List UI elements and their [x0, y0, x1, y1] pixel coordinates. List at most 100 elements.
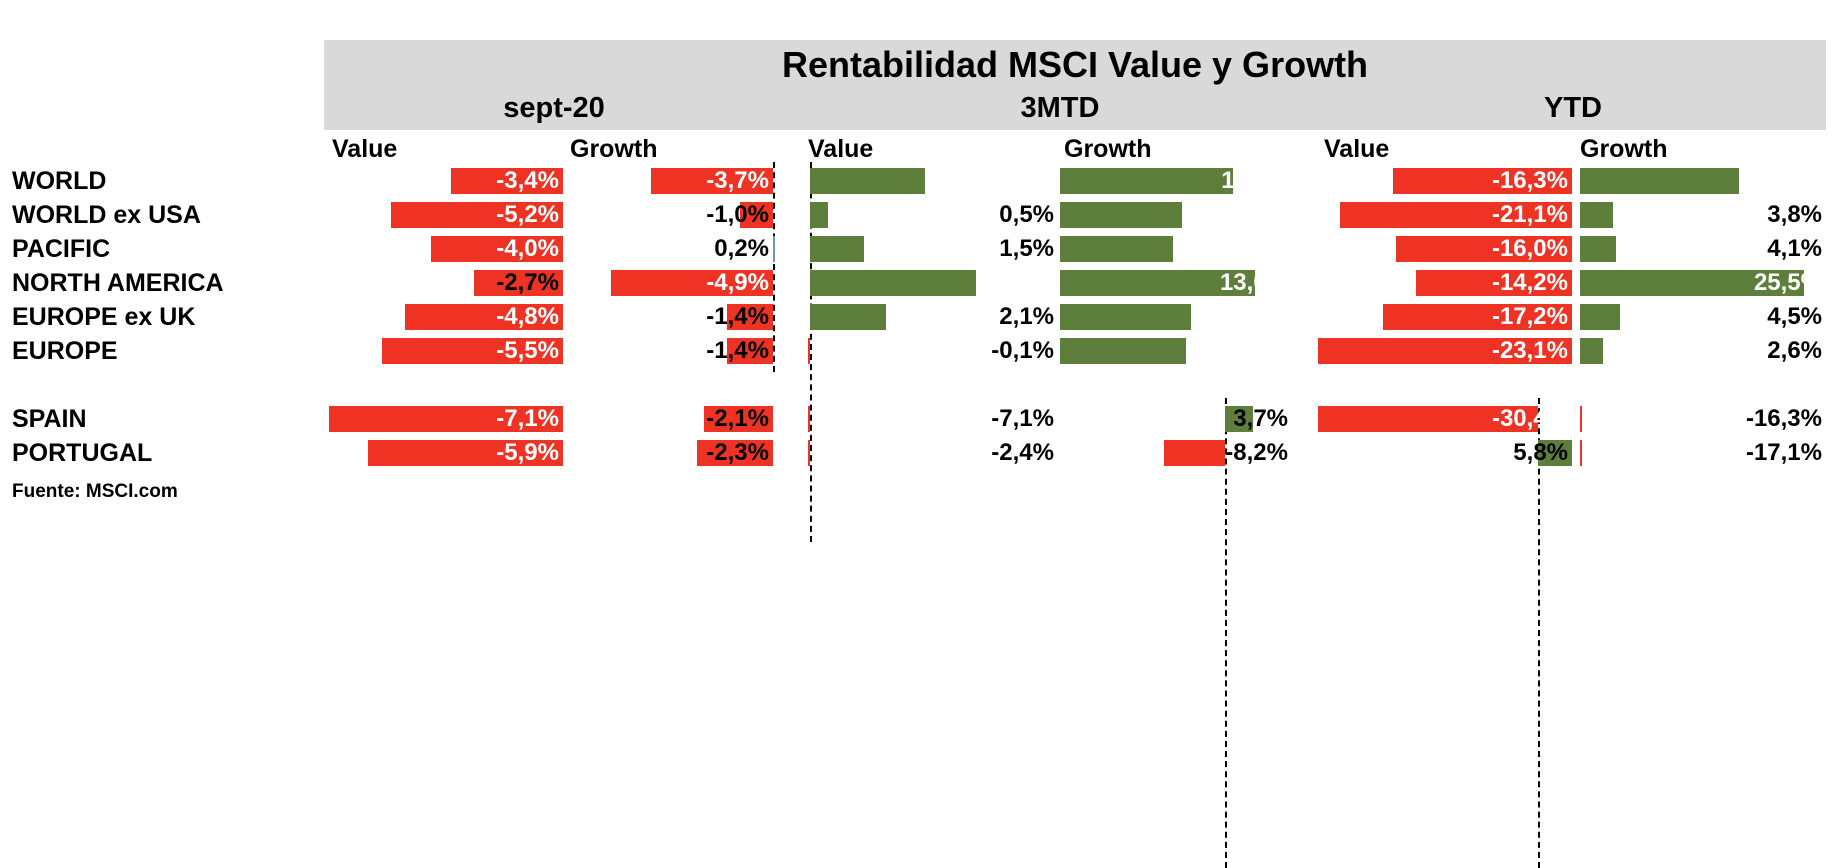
bar-north-america-2	[810, 270, 976, 296]
bar-north-america-0	[473, 270, 563, 296]
value-label-spain-0: -7,1%	[496, 405, 559, 432]
value-label-world-1: -3,7%	[706, 167, 769, 194]
row-label-europe: EUROPE	[12, 337, 118, 365]
value-label-spain-5: -16,3%	[1745, 405, 1822, 432]
value-label-europe-ex-uk-4: -17,2%	[1491, 303, 1568, 330]
bar-portugal-3	[1163, 440, 1225, 466]
value-label-world-ex-usa-1: -1,0%	[706, 201, 769, 228]
value-label-europe-2: -0,1%	[991, 337, 1054, 364]
value-label-world-0: -3,4%	[496, 167, 559, 194]
value-label-spain-2: -7,1%	[991, 405, 1054, 432]
bar-north-america-5	[1580, 270, 1805, 296]
period-header-3mtd: 3MTD	[1020, 92, 1100, 124]
value-label-pacific-1: 0,2%	[714, 235, 769, 262]
col-header-ytd-value: Value	[1324, 135, 1390, 163]
value-label-europe-5: 2,6%	[1767, 337, 1822, 364]
value-label-world-ex-usa-3: 8,1%	[1233, 201, 1288, 228]
bar-europe-2	[808, 338, 810, 364]
bar-world-5	[1580, 168, 1740, 194]
value-label-portugal-1: -2,3%	[706, 439, 769, 466]
bar-world-4	[1392, 168, 1572, 194]
bar-europe-4	[1318, 338, 1572, 364]
row-label-pacific: PACIFIC	[12, 235, 111, 263]
value-label-europe-ex-uk-3: 8,7%	[1233, 303, 1288, 330]
col-header-3mtd-growth: Growth	[1064, 135, 1152, 163]
value-label-north-america-3: 13,0%	[1219, 269, 1288, 296]
title-banner	[324, 40, 1826, 130]
bar-pacific-5	[1580, 236, 1617, 262]
zero-axis-3	[1538, 398, 1540, 868]
bar-world-ex-usa-0	[391, 202, 563, 228]
bar-pacific-1	[773, 236, 775, 262]
col-header-sept-value: Value	[332, 135, 398, 163]
value-label-world-ex-usa-5: 3,8%	[1767, 201, 1822, 228]
bar-spain-5	[1580, 406, 1582, 432]
value-label-north-america-2: 4,6%	[999, 269, 1054, 296]
value-label-europe-0: -5,5%	[496, 337, 559, 364]
row-label-world-ex-usa: WORLD ex USA	[12, 201, 201, 229]
bar-world-3	[1060, 168, 1233, 194]
bar-pacific-4	[1396, 236, 1572, 262]
bar-europe-ex-uk-4	[1382, 304, 1572, 330]
bar-spain-0	[328, 406, 563, 432]
value-label-world-5: 18,1%	[1753, 167, 1822, 194]
value-label-portugal-2: -2,4%	[991, 439, 1054, 466]
bar-europe-5	[1580, 338, 1603, 364]
bar-world-ex-usa-4	[1339, 202, 1572, 228]
row-label-spain: SPAIN	[12, 405, 87, 433]
value-label-world-3: 11,5%	[1221, 167, 1288, 194]
bar-spain-4	[1318, 406, 1538, 432]
period-header-sept-20: sept-20	[503, 92, 605, 124]
bar-portugal-4	[1538, 440, 1572, 466]
zero-axis-1	[810, 162, 812, 542]
period-header-ytd: YTD	[1544, 92, 1602, 124]
chart-title: Rentabilidad MSCI Value y Growth	[781, 44, 1369, 85]
value-label-pacific-0: -4,0%	[496, 235, 559, 262]
value-label-europe-ex-uk-1: -1,4%	[706, 303, 769, 330]
value-label-pacific-5: 4,1%	[1767, 235, 1822, 262]
col-header-3mtd-value: Value	[808, 135, 874, 163]
bar-north-america-1	[611, 270, 773, 296]
zero-axis-0	[773, 162, 775, 372]
bar-world-ex-usa-3	[1060, 202, 1182, 228]
bar-spain-1	[703, 406, 773, 432]
value-label-pacific-3: 7,5%	[1233, 235, 1288, 262]
bar-portugal-1	[697, 440, 773, 466]
bar-world-1	[650, 168, 773, 194]
col-header-ytd-growth: Growth	[1580, 135, 1668, 163]
bar-world-2	[810, 168, 926, 194]
row-label-europe-ex-uk: EUROPE ex UK	[12, 303, 196, 331]
value-label-europe-ex-uk-2: 2,1%	[999, 303, 1054, 330]
value-label-pacific-2: 1,5%	[999, 235, 1054, 262]
value-label-spain-1: -2,1%	[706, 405, 769, 432]
bar-north-america-4	[1415, 270, 1572, 296]
bar-europe-ex-uk-5	[1580, 304, 1620, 330]
bar-europe-ex-uk-0	[404, 304, 563, 330]
value-label-spain-4: -30,4%	[1491, 405, 1568, 432]
bar-portugal-2	[808, 440, 810, 466]
bar-world-ex-usa-2	[810, 202, 828, 228]
value-label-portugal-5: -17,1%	[1745, 439, 1822, 466]
value-label-north-america-1: -4,9%	[706, 269, 769, 296]
bar-north-america-3	[1060, 270, 1255, 296]
row-label-north-america: NORTH AMERICA	[12, 269, 224, 297]
bar-spain-2	[808, 406, 810, 432]
row-label-portugal: PORTUGAL	[12, 439, 153, 467]
value-label-pacific-4: -16,0%	[1491, 235, 1568, 262]
bar-europe-ex-uk-2	[810, 304, 886, 330]
bar-europe-ex-uk-3	[1060, 304, 1191, 330]
bar-spain-3	[1225, 406, 1253, 432]
bar-portugal-5	[1580, 440, 1582, 466]
row-label-world: WORLD	[12, 167, 107, 195]
value-label-world-4: -16,3%	[1491, 167, 1568, 194]
bar-europe-0	[381, 338, 563, 364]
value-label-north-america-5: 25,5%	[1753, 269, 1822, 296]
value-label-europe-3: 8,4%	[1233, 337, 1288, 364]
bar-pacific-3	[1060, 236, 1173, 262]
bar-world-ex-usa-1	[740, 202, 773, 228]
bar-world-0	[450, 168, 563, 194]
value-label-portugal-3: -8,2%	[1225, 439, 1288, 466]
col-header-sept-growth: Growth	[570, 135, 658, 163]
bar-europe-ex-uk-1	[726, 304, 773, 330]
value-label-europe-ex-uk-5: 4,5%	[1767, 303, 1822, 330]
